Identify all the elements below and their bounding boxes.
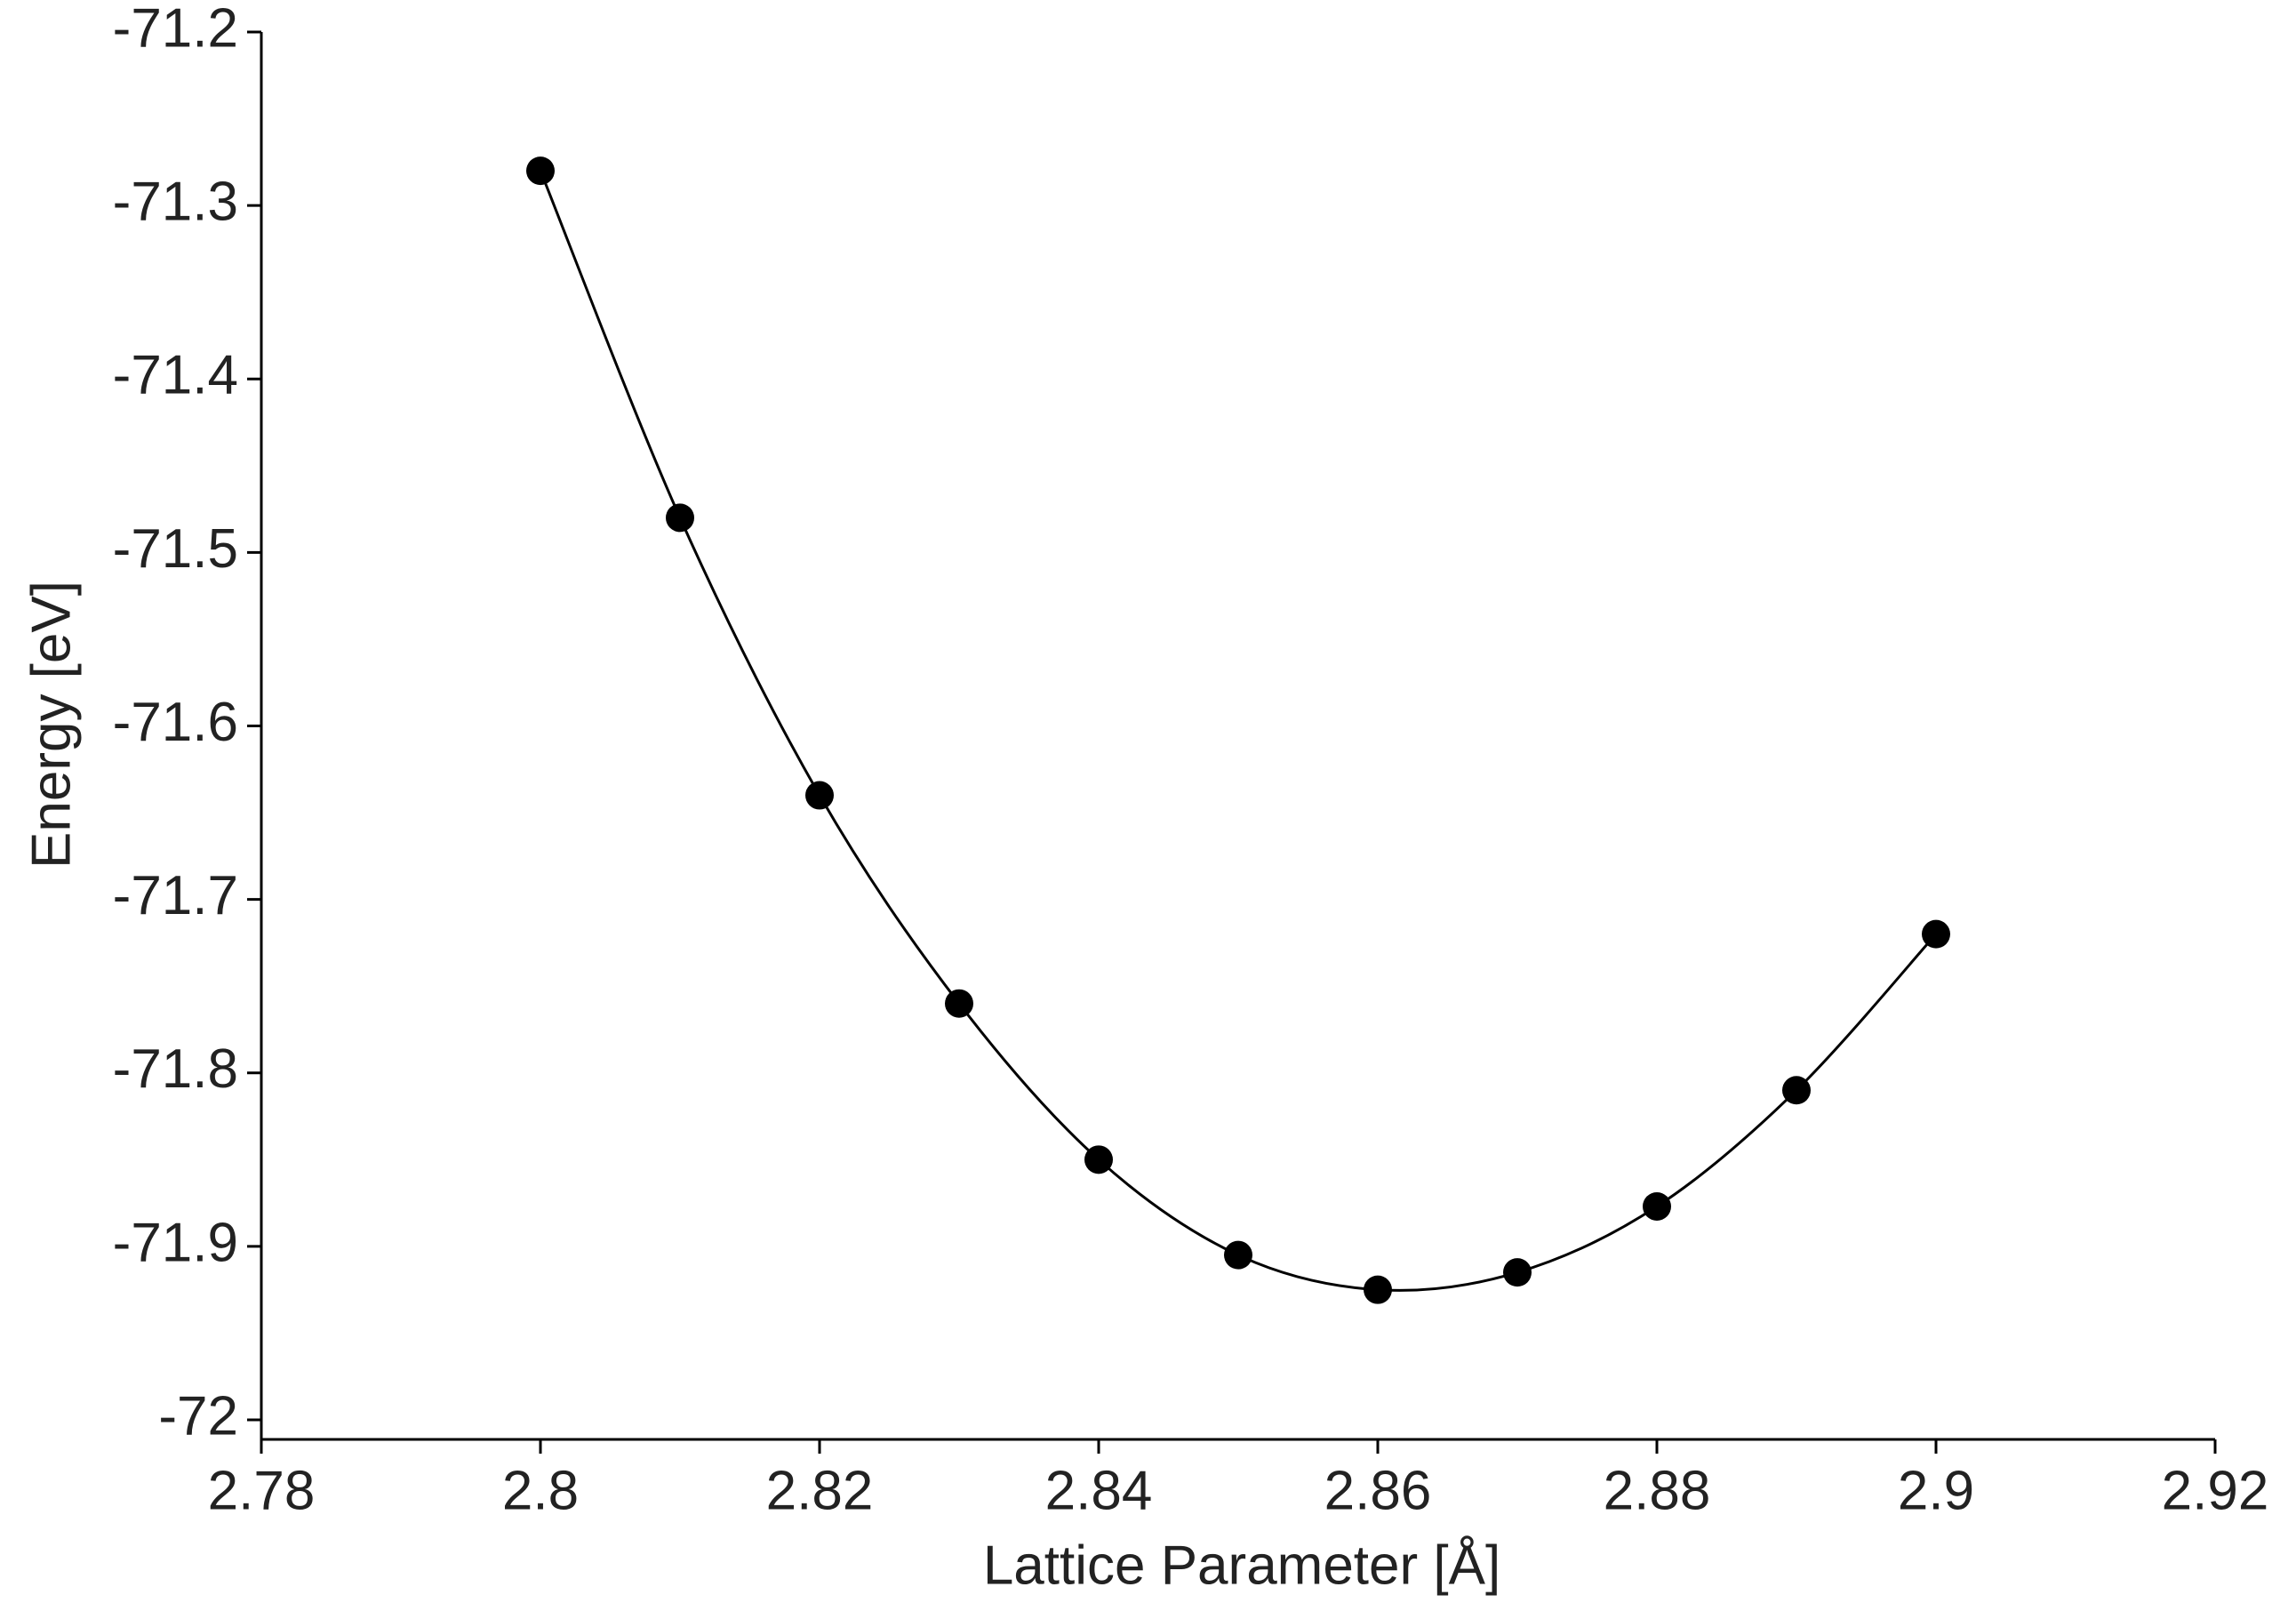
marker	[1084, 1145, 1113, 1174]
y-tick-label: -72	[158, 1385, 238, 1447]
y-tick-label: -71.4	[113, 345, 238, 406]
x-tick-label: 2.9	[1898, 1460, 1974, 1521]
x-tick-label: 2.8	[502, 1460, 579, 1521]
y-tick-label: -71.6	[113, 692, 238, 753]
y-tick-label: -71.7	[113, 865, 238, 926]
marker	[1503, 1258, 1532, 1287]
marker	[1922, 919, 1950, 949]
marker	[1364, 1275, 1392, 1304]
x-tick-label: 2.88	[1604, 1460, 1711, 1521]
marker	[666, 503, 694, 533]
marker	[1782, 1076, 1811, 1105]
marker	[805, 781, 834, 810]
y-tick-label: -71.2	[113, 0, 238, 59]
marker	[1643, 1191, 1671, 1221]
marker	[526, 156, 555, 186]
y-tick-label: -71.3	[113, 172, 238, 233]
y-tick-label: -71.5	[113, 518, 238, 580]
x-tick-label: 2.92	[2162, 1460, 2269, 1521]
marker	[945, 989, 973, 1018]
y-tick-label: -71.9	[113, 1212, 238, 1273]
y-axis-label: Energy [eV]	[20, 581, 82, 869]
line	[539, 170, 1938, 1292]
x-tick-label: 2.78	[208, 1460, 316, 1521]
x-tick-label: 2.82	[766, 1460, 874, 1521]
y-tick-label: -71.8	[113, 1038, 238, 1100]
x-axis-label: Lattice Parameter [Å]	[983, 1535, 1500, 1596]
marker	[1224, 1240, 1252, 1270]
x-tick-label: 2.84	[1045, 1460, 1153, 1521]
x-tick-label: 2.86	[1324, 1460, 1432, 1521]
